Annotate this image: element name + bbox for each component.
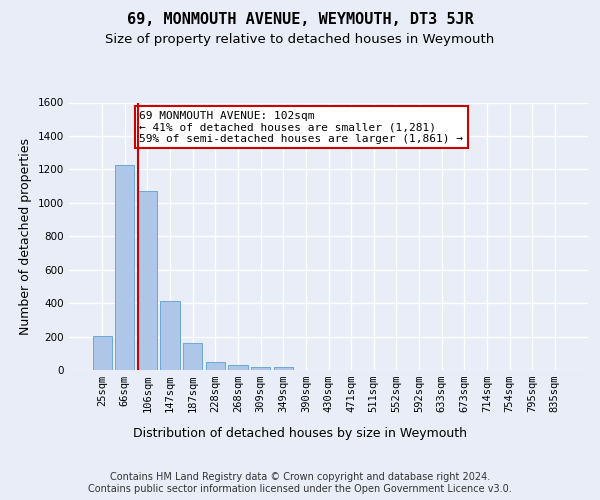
Y-axis label: Number of detached properties: Number of detached properties <box>19 138 32 335</box>
Bar <box>251 367 270 370</box>
Text: 69 MONMOUTH AVENUE: 102sqm
← 41% of detached houses are smaller (1,281)
59% of s: 69 MONMOUTH AVENUE: 102sqm ← 41% of deta… <box>139 110 463 144</box>
Bar <box>206 362 225 370</box>
Bar <box>160 302 180 370</box>
Bar <box>183 343 202 370</box>
Bar <box>138 191 157 370</box>
Bar <box>229 366 248 370</box>
Bar <box>92 336 112 370</box>
Bar <box>274 368 293 370</box>
Text: 69, MONMOUTH AVENUE, WEYMOUTH, DT3 5JR: 69, MONMOUTH AVENUE, WEYMOUTH, DT3 5JR <box>127 12 473 28</box>
Text: Size of property relative to detached houses in Weymouth: Size of property relative to detached ho… <box>106 33 494 46</box>
Text: Distribution of detached houses by size in Weymouth: Distribution of detached houses by size … <box>133 428 467 440</box>
Bar <box>115 165 134 370</box>
Text: Contains HM Land Registry data © Crown copyright and database right 2024.
Contai: Contains HM Land Registry data © Crown c… <box>88 472 512 494</box>
